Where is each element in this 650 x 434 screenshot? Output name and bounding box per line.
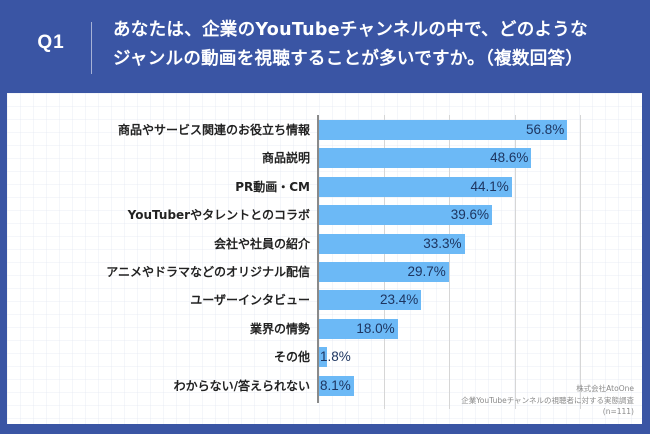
source-company: 株式会社AtoOne xyxy=(576,384,634,393)
bar xyxy=(319,375,355,396)
value-label: 18.0% xyxy=(356,320,395,336)
question-number: Q1 xyxy=(37,32,65,53)
value-label: 8.1% xyxy=(320,377,351,393)
source-survey: 企業YouTubeチャンネルの視聴者に対する実態調査 xyxy=(461,395,634,405)
chart-row: その他 1.8% xyxy=(0,347,650,368)
value-label: 56.8% xyxy=(525,122,565,137)
chart-row: わからない/答えられない 8.1% xyxy=(0,375,650,396)
category-label: わからない/答えられない xyxy=(173,378,310,393)
question-line-1: あなたは、企業のYouTubeチャンネルの中で、どのような xyxy=(113,20,588,40)
source-sample-size: (n=111) xyxy=(602,407,634,416)
question-header: Q1 あなたは、企業のYouTubeチャンネルの中で、どのような ジャンルの動画… xyxy=(0,0,650,93)
source-note: 株式会社AtoOne 企業YouTubeチャンネルの視聴者に対する実態調査 (n… xyxy=(461,383,634,418)
chart-row: 業界の情勢 18.0% xyxy=(0,318,650,339)
bar xyxy=(319,318,398,339)
bar xyxy=(319,290,422,311)
question-text: あなたは、企業のYouTubeチャンネルの中で、どのような ジャンルの動画を視聴… xyxy=(113,16,633,74)
chart-row: 商品やサービス関連のお役立ち情報 56.8% xyxy=(0,120,650,140)
category-label: アニメやドラマなどのオリジナル配信 xyxy=(106,265,310,279)
bar xyxy=(319,262,449,282)
category-label: PR動画・CM xyxy=(235,179,310,194)
chart-row: PR動画・CM 44.1% xyxy=(0,176,650,197)
bar xyxy=(319,120,568,140)
header-divider xyxy=(91,22,92,74)
bar xyxy=(319,205,493,226)
chart-row: YouTuberやタレントとのコラボ 39.6% xyxy=(0,205,650,226)
bar xyxy=(319,347,327,368)
category-label: ユーザーインタビュー xyxy=(190,293,310,308)
value-label: 1.8% xyxy=(320,349,351,365)
chart-panel xyxy=(7,93,642,424)
chart-row: アニメやドラマなどのオリジナル配信 29.7% xyxy=(0,262,650,282)
value-label: 33.3% xyxy=(423,235,462,251)
category-label: 商品説明 xyxy=(261,151,310,166)
category-label: 会社や社員の紹介 xyxy=(213,236,310,251)
bar xyxy=(319,176,512,197)
value-label: 39.6% xyxy=(450,207,490,223)
category-label: その他 xyxy=(273,350,310,365)
category-label: YouTuberやタレントとのコラボ xyxy=(127,208,310,223)
value-label: 29.7% xyxy=(407,264,446,279)
category-label: 業界の情勢 xyxy=(249,321,310,336)
chart-row: ユーザーインタビュー 23.4% xyxy=(0,290,650,311)
bar xyxy=(319,148,532,169)
question-line-2: ジャンルの動画を視聴することが多いですか。（複数回答） xyxy=(113,49,584,69)
category-axis xyxy=(317,115,319,403)
value-label: 48.6% xyxy=(490,150,529,166)
category-label: 商品やサービス関連のお役立ち情報 xyxy=(117,123,310,137)
value-label: 23.4% xyxy=(379,292,419,308)
gridline xyxy=(449,115,451,409)
gridline xyxy=(514,115,516,409)
bar xyxy=(319,233,465,254)
chart-row: 商品説明 48.6% xyxy=(0,148,650,169)
gridline xyxy=(580,115,582,409)
chart-row: 会社や社員の紹介 33.3% xyxy=(0,233,650,254)
value-label: 44.1% xyxy=(470,178,509,194)
